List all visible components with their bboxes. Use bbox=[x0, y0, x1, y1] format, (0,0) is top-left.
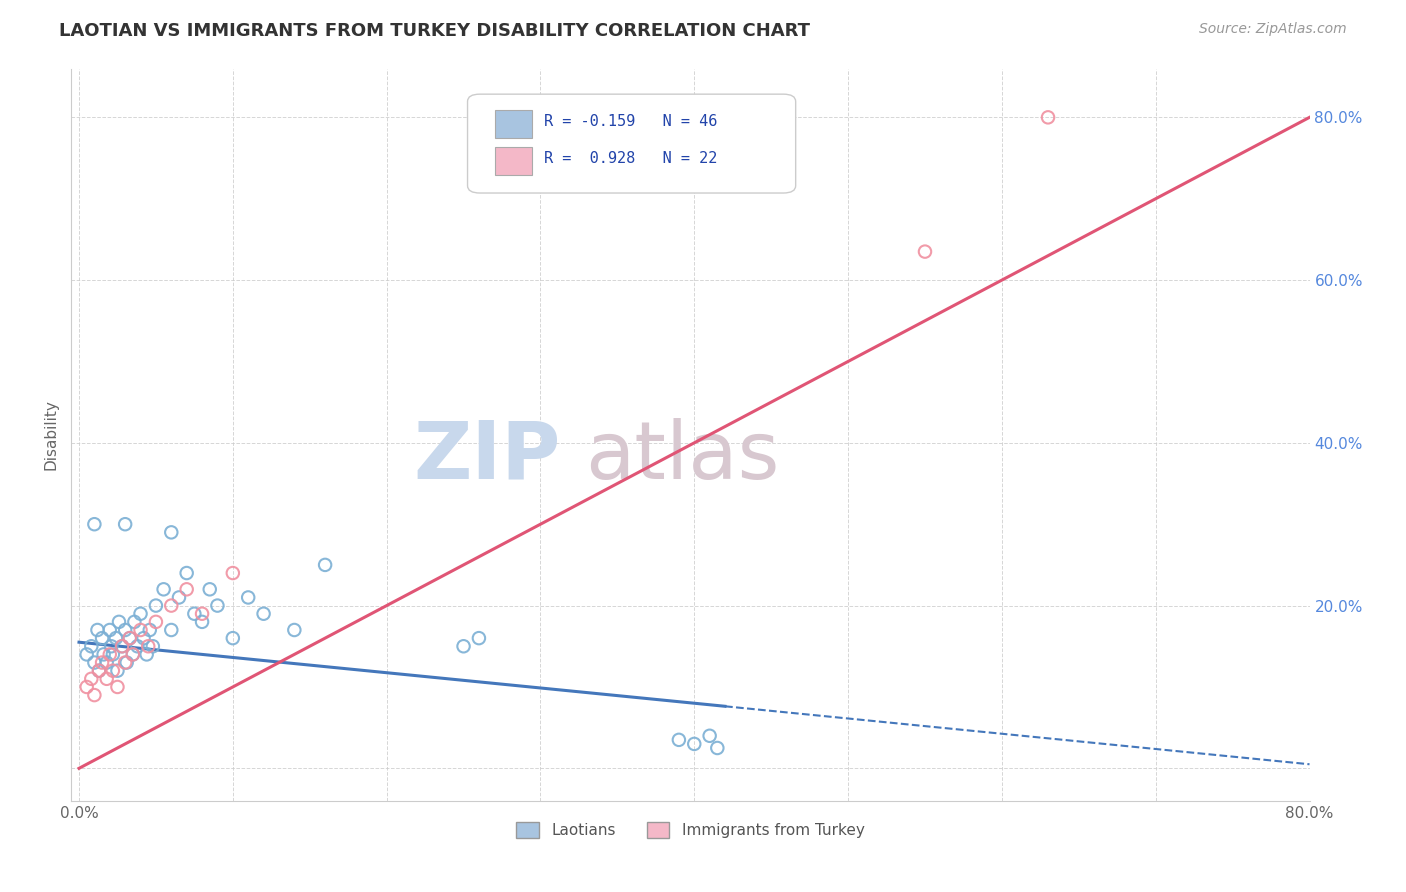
Point bbox=[87, 664, 110, 678]
Point bbox=[222, 566, 245, 580]
Point bbox=[132, 631, 155, 645]
Point bbox=[145, 615, 167, 629]
Point bbox=[453, 640, 475, 654]
Point bbox=[76, 680, 98, 694]
Point bbox=[160, 623, 183, 637]
Point bbox=[104, 631, 127, 645]
Point bbox=[668, 732, 690, 747]
Point bbox=[167, 591, 190, 605]
Point bbox=[160, 599, 183, 613]
Point bbox=[91, 656, 114, 670]
Point bbox=[114, 517, 136, 532]
Text: ZIP: ZIP bbox=[413, 417, 561, 496]
Point bbox=[145, 599, 167, 613]
Point bbox=[80, 640, 103, 654]
Point bbox=[86, 623, 108, 637]
Point bbox=[198, 582, 221, 597]
Text: R =  0.928   N = 22: R = 0.928 N = 22 bbox=[544, 151, 717, 166]
Point bbox=[96, 672, 118, 686]
Point bbox=[314, 558, 336, 572]
Point bbox=[135, 648, 157, 662]
Point bbox=[83, 688, 105, 702]
Point bbox=[283, 623, 305, 637]
Point bbox=[1036, 111, 1059, 125]
Point bbox=[176, 582, 198, 597]
Point bbox=[706, 741, 728, 756]
Point bbox=[121, 648, 143, 662]
Point bbox=[118, 631, 141, 645]
Point bbox=[100, 640, 122, 654]
Text: Source: ZipAtlas.com: Source: ZipAtlas.com bbox=[1199, 22, 1347, 37]
Point bbox=[101, 648, 124, 662]
Point bbox=[160, 525, 183, 540]
Point bbox=[222, 631, 245, 645]
FancyBboxPatch shape bbox=[495, 147, 531, 175]
FancyBboxPatch shape bbox=[495, 111, 531, 138]
Point bbox=[98, 648, 121, 662]
Point bbox=[191, 607, 214, 621]
Point bbox=[129, 623, 152, 637]
Point bbox=[115, 656, 138, 670]
Point bbox=[121, 648, 143, 662]
Point bbox=[127, 640, 149, 654]
Point bbox=[108, 615, 131, 629]
Point bbox=[80, 672, 103, 686]
Point bbox=[87, 664, 110, 678]
Point bbox=[111, 640, 134, 654]
Point bbox=[699, 729, 721, 743]
Point bbox=[107, 680, 129, 694]
Point bbox=[142, 640, 165, 654]
Point bbox=[114, 623, 136, 637]
Point bbox=[114, 656, 136, 670]
Point bbox=[98, 623, 121, 637]
Text: LAOTIAN VS IMMIGRANTS FROM TURKEY DISABILITY CORRELATION CHART: LAOTIAN VS IMMIGRANTS FROM TURKEY DISABI… bbox=[59, 22, 810, 40]
FancyBboxPatch shape bbox=[468, 95, 796, 193]
Point bbox=[152, 582, 174, 597]
Point bbox=[107, 664, 129, 678]
Point bbox=[83, 656, 105, 670]
Point bbox=[468, 631, 491, 645]
Point bbox=[76, 648, 98, 662]
Point bbox=[111, 640, 134, 654]
Point bbox=[101, 664, 124, 678]
Y-axis label: Disability: Disability bbox=[44, 400, 58, 470]
Point bbox=[96, 656, 118, 670]
Point bbox=[136, 640, 159, 654]
Point bbox=[139, 623, 162, 637]
Point bbox=[683, 737, 706, 751]
Point bbox=[129, 607, 152, 621]
Point bbox=[91, 631, 114, 645]
Point bbox=[914, 244, 936, 259]
Point bbox=[238, 591, 260, 605]
Point bbox=[83, 517, 105, 532]
Point bbox=[207, 599, 229, 613]
Point bbox=[252, 607, 274, 621]
Legend: Laotians, Immigrants from Turkey: Laotians, Immigrants from Turkey bbox=[510, 816, 870, 845]
Point bbox=[93, 648, 115, 662]
Point bbox=[176, 566, 198, 580]
Text: atlas: atlas bbox=[585, 417, 779, 496]
Point bbox=[191, 615, 214, 629]
Point bbox=[118, 631, 141, 645]
Point bbox=[124, 615, 146, 629]
Text: R = -0.159   N = 46: R = -0.159 N = 46 bbox=[544, 114, 717, 129]
Point bbox=[183, 607, 205, 621]
